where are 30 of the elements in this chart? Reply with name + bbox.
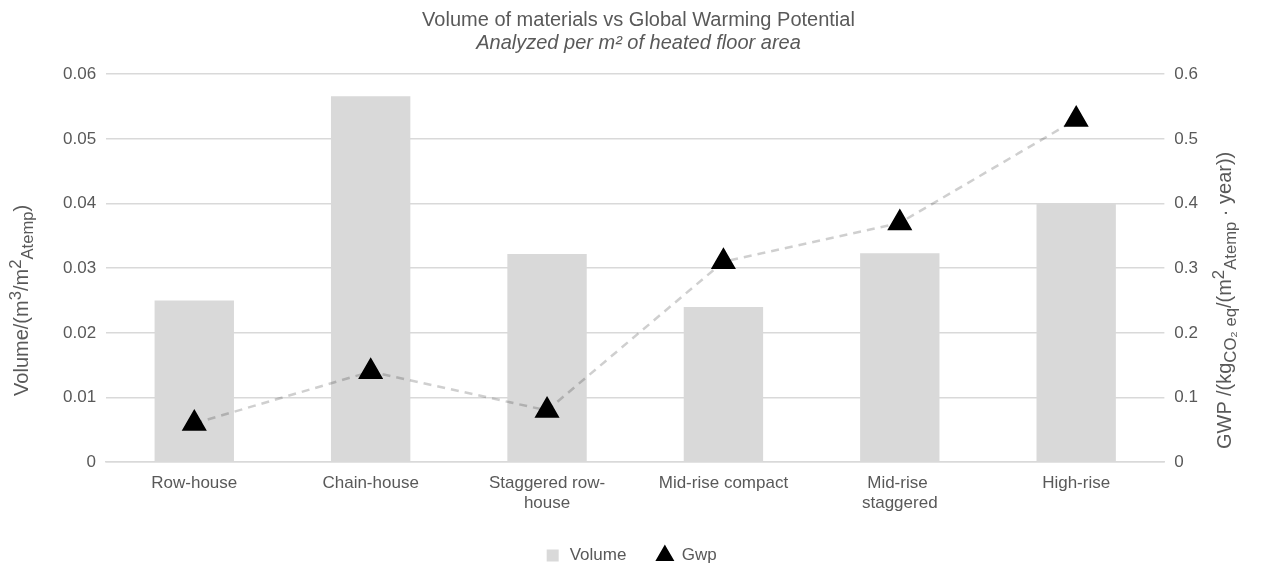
chart-title: Volume of materials vs Global Warming Potential xyxy=(421,8,856,31)
point xyxy=(359,358,383,379)
y-tick-label: 0 xyxy=(86,451,97,471)
point xyxy=(535,397,559,418)
x-tick-label: High-rise xyxy=(1042,473,1111,493)
y2-tick-label: 0.2 xyxy=(1174,322,1199,342)
point xyxy=(1064,106,1088,127)
y2-tick-label: 0.4 xyxy=(1174,193,1199,213)
legend-label: Gwp xyxy=(681,545,717,565)
y-tick-label: 0.04 xyxy=(62,193,97,213)
x-tick-label: Mid-rise staggered xyxy=(861,473,938,513)
legend-label: Volume xyxy=(569,545,627,565)
point xyxy=(182,410,206,431)
y-tick-label: 0.03 xyxy=(62,257,97,277)
x-tick-label: Chain-house xyxy=(322,473,419,493)
y-tick-label: 0.06 xyxy=(62,63,97,83)
y-tick-label: 0.02 xyxy=(62,322,97,342)
y2-tick-label: 0.5 xyxy=(1174,128,1199,148)
y2-tick-label: 0.6 xyxy=(1174,63,1199,83)
y-tick-label: 0.01 xyxy=(62,387,97,407)
x-tick-label: Staggered row-house xyxy=(488,473,606,513)
chart-subtitle: Analyzed per m² of heated floor area xyxy=(474,31,802,54)
x-tick-label: Row-house xyxy=(151,473,238,493)
x-tick-label: Mid-rise compact xyxy=(658,473,789,493)
y2-tick-label: 0.3 xyxy=(1174,257,1199,277)
y-tick-label: 0.05 xyxy=(62,128,97,148)
point xyxy=(711,248,736,269)
y2-tick-label: 0.1 xyxy=(1174,387,1199,407)
y2-tick-label: 0 xyxy=(1174,451,1184,471)
point xyxy=(888,209,912,231)
